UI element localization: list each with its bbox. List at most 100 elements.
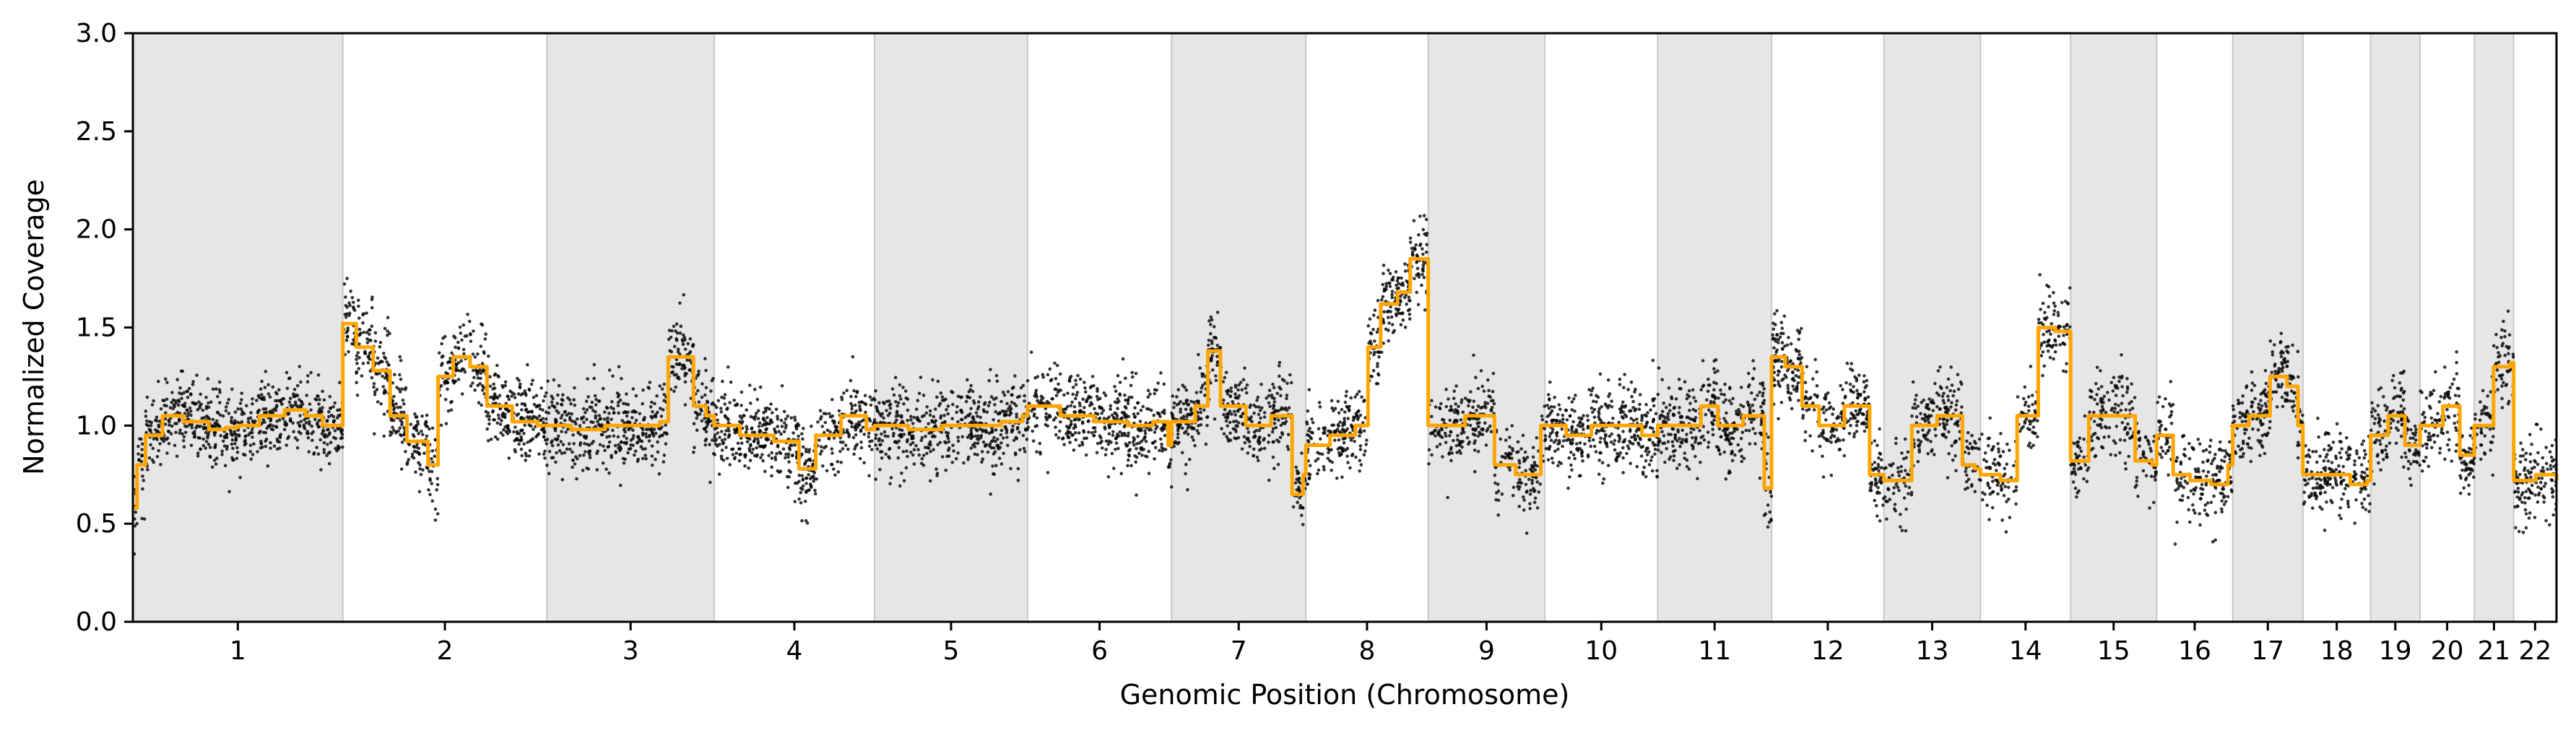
coverage-point bbox=[1420, 283, 1423, 287]
coverage-point bbox=[719, 410, 724, 414]
coverage-point bbox=[1015, 425, 1020, 430]
coverage-point bbox=[917, 453, 921, 457]
coverage-point bbox=[546, 379, 550, 383]
coverage-point bbox=[1568, 414, 1572, 418]
coverage-point bbox=[282, 428, 287, 432]
coverage-point bbox=[277, 418, 282, 422]
coverage-point bbox=[970, 435, 974, 439]
coverage-point bbox=[1557, 403, 1561, 407]
coverage-point bbox=[495, 363, 499, 368]
coverage-point bbox=[373, 392, 377, 396]
coverage-point bbox=[1147, 428, 1151, 432]
coverage-point bbox=[1525, 456, 1530, 459]
coverage-point bbox=[578, 454, 582, 458]
coverage-point bbox=[186, 395, 190, 399]
coverage-point bbox=[1621, 471, 1625, 474]
coverage-point bbox=[1389, 315, 1394, 319]
coverage-point bbox=[472, 376, 476, 379]
coverage-point bbox=[912, 415, 916, 420]
coverage-point bbox=[1300, 513, 1304, 517]
coverage-point bbox=[1342, 428, 1346, 432]
coverage-point bbox=[1472, 399, 1476, 403]
coverage-point bbox=[1158, 448, 1161, 453]
coverage-point bbox=[596, 420, 599, 423]
coverage-point bbox=[1001, 436, 1005, 440]
coverage-point bbox=[1262, 415, 1267, 419]
coverage-point bbox=[704, 386, 708, 390]
coverage-point bbox=[1394, 307, 1398, 311]
coverage-point bbox=[317, 402, 321, 406]
coverage-point bbox=[1521, 433, 1525, 438]
coverage-point bbox=[1405, 302, 1408, 306]
coverage-point bbox=[430, 426, 435, 430]
coverage-point bbox=[1133, 406, 1137, 410]
coverage-point bbox=[1528, 492, 1532, 496]
coverage-point bbox=[855, 389, 859, 394]
coverage-point bbox=[799, 486, 803, 490]
coverage-point bbox=[1587, 388, 1591, 391]
coverage-point bbox=[274, 404, 279, 407]
chromosome-band-5 bbox=[873, 32, 1028, 623]
coverage-point bbox=[307, 450, 311, 454]
coverage-point bbox=[807, 488, 811, 492]
coverage-point bbox=[368, 328, 372, 332]
coverage-point bbox=[217, 388, 222, 392]
coverage-point bbox=[641, 402, 644, 406]
coverage-point bbox=[662, 454, 667, 457]
coverage-point bbox=[987, 378, 991, 383]
coverage-point bbox=[1262, 411, 1267, 415]
coverage-point bbox=[454, 336, 457, 340]
coverage-point bbox=[1179, 416, 1183, 420]
coverage-point bbox=[878, 412, 882, 416]
coverage-point bbox=[905, 440, 909, 443]
coverage-point bbox=[610, 454, 613, 458]
coverage-point bbox=[1340, 407, 1344, 412]
coverage-point bbox=[852, 389, 856, 393]
coverage-point bbox=[1134, 371, 1138, 376]
coverage-point bbox=[585, 417, 589, 422]
coverage-point bbox=[204, 430, 208, 435]
coverage-point bbox=[713, 453, 716, 456]
coverage-point bbox=[1467, 440, 1471, 444]
coverage-point bbox=[355, 381, 359, 384]
coverage-point bbox=[1639, 454, 1644, 458]
coverage-point bbox=[1184, 429, 1188, 433]
coverage-point bbox=[1573, 430, 1577, 434]
coverage-point bbox=[755, 453, 759, 457]
coverage-point bbox=[373, 339, 378, 343]
coverage-point bbox=[1618, 383, 1622, 386]
coverage-point bbox=[1522, 456, 1526, 460]
coverage-point bbox=[1353, 439, 1356, 443]
coverage-point bbox=[1567, 456, 1571, 460]
coverage-point bbox=[644, 435, 649, 439]
coverage-point bbox=[214, 443, 217, 447]
coverage-point bbox=[400, 441, 404, 444]
coverage-point bbox=[740, 404, 743, 407]
coverage-point bbox=[480, 323, 485, 327]
coverage-point bbox=[1595, 400, 1598, 404]
coverage-point bbox=[1691, 435, 1694, 440]
coverage-point bbox=[1401, 318, 1405, 322]
coverage-point bbox=[1637, 407, 1642, 411]
coverage-point bbox=[607, 435, 612, 438]
coverage-point bbox=[585, 408, 589, 412]
coverage-point bbox=[1696, 477, 1699, 480]
coverage-point bbox=[493, 435, 498, 439]
coverage-point bbox=[180, 396, 183, 401]
coverage-point bbox=[230, 420, 234, 425]
coverage-point bbox=[1256, 395, 1260, 399]
coverage-point bbox=[285, 386, 290, 390]
coverage-point bbox=[688, 359, 692, 363]
coverage-point bbox=[496, 373, 500, 378]
coverage-point bbox=[1731, 396, 1735, 401]
coverage-point bbox=[1581, 459, 1584, 463]
coverage-point bbox=[1595, 431, 1598, 435]
coverage-point bbox=[308, 402, 312, 406]
coverage-point bbox=[466, 313, 469, 316]
coverage-point bbox=[1573, 409, 1577, 413]
coverage-point bbox=[584, 436, 588, 440]
coverage-point bbox=[582, 420, 586, 425]
coverage-point bbox=[1473, 439, 1477, 443]
coverage-point bbox=[199, 447, 202, 451]
coverage-point bbox=[476, 370, 480, 373]
